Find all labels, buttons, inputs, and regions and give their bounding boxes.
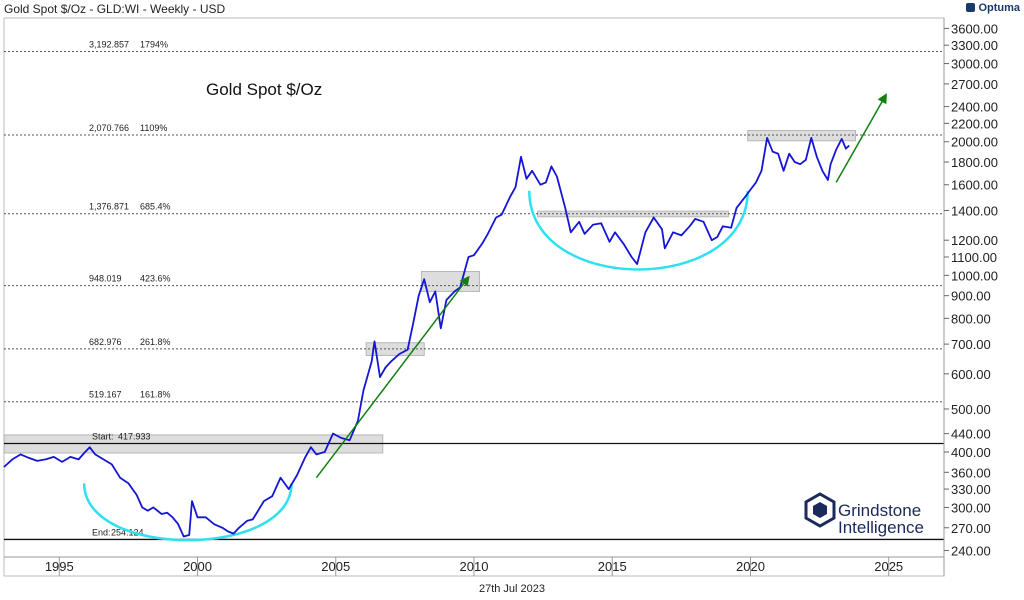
plot-area	[3, 17, 945, 577]
start-level-label: Start:	[92, 432, 114, 442]
fib-level-pct: 261.8%	[140, 337, 171, 347]
y-tick-label: 3000.00	[951, 57, 998, 72]
y-tick-label: 2700.00	[951, 77, 998, 92]
y-tick-label: 700.00	[951, 337, 991, 352]
chart-header-title: Gold Spot $/Oz - GLD:WI - Weekly - USD	[4, 2, 226, 16]
logo-line2: Intelligence	[838, 518, 924, 537]
fib-level-pct: 1794%	[140, 40, 168, 50]
start-level-value: 417.933	[118, 432, 151, 442]
base-arc	[528, 190, 749, 271]
brand-logo: Optuma	[966, 2, 1020, 14]
brand-label: Optuma	[978, 2, 1020, 14]
x-tick-label: 2020	[736, 559, 765, 574]
fib-level-pct: 161.8%	[140, 390, 171, 400]
x-axis: 1995 2000 2005 2010 2015 2020 2025	[4, 556, 944, 576]
end-level-label: End:	[92, 527, 111, 537]
y-tick-label: 2200.00	[951, 116, 998, 131]
y-tick-label: 440.00	[951, 427, 991, 442]
trend-arrow	[315, 275, 470, 479]
y-tick-label: 3300.00	[951, 38, 998, 53]
fib-level-pct: 1109%	[140, 123, 167, 133]
chart-title: Gold Spot $/Oz	[206, 80, 322, 99]
fib-level-pct: 423.6%	[140, 274, 171, 284]
y-tick-label: 2400.00	[951, 100, 998, 115]
consolidation-box	[420, 271, 481, 292]
x-tick-label: 2015	[598, 559, 627, 574]
y-tick-label: 1200.00	[951, 233, 998, 248]
y-tick-label: 900.00	[951, 289, 991, 304]
end-level-value: 254.124	[111, 527, 144, 537]
price-series-layer	[3, 136, 850, 538]
y-tick-label: 1600.00	[951, 178, 998, 193]
price-series-line	[3, 136, 850, 538]
base-arc	[82, 483, 293, 542]
grindstone-logo: Grindstone Intelligence	[804, 492, 924, 537]
x-tick-label: 2000	[183, 559, 212, 574]
brand-icon	[966, 3, 976, 12]
y-tick-label: 3600.00	[951, 21, 998, 36]
y-tick-label: 270.00	[951, 521, 991, 536]
y-tick-label: 500.00	[951, 402, 991, 417]
fib-level-value: 2,070.766	[89, 123, 129, 133]
x-tick-label: 2025	[874, 559, 903, 574]
fib-level-value: 519.167	[89, 390, 122, 400]
fib-levels: 3,192.857 1794% 2,070.766 1109% 1,376.871 685…	[4, 40, 944, 541]
footer-date: 27th Jul 2023	[478, 583, 546, 595]
y-tick-label: 300.00	[951, 500, 991, 515]
y-tick-label: 1100.00	[951, 250, 997, 265]
y-tick-label: 1400.00	[951, 203, 998, 218]
fib-level-pct: 685.4%	[140, 202, 171, 212]
y-tick-label: 2000.00	[951, 135, 998, 150]
y-tick-label: 600.00	[951, 367, 991, 382]
x-tick-label: 2010	[460, 559, 489, 574]
x-tick-label: 2005	[321, 559, 350, 574]
fib-level-value: 1,376.871	[89, 202, 129, 212]
fib-level-value: 682.976	[89, 337, 122, 347]
fib-level-value: 948.019	[89, 274, 122, 284]
trend-arrows	[315, 93, 887, 479]
trend-arrow	[835, 93, 887, 183]
logo-line1: Grindstone	[838, 501, 921, 520]
y-tick-label: 360.00	[951, 465, 991, 480]
y-tick-label: 800.00	[951, 311, 991, 326]
y-tick-label: 1800.00	[951, 155, 998, 170]
y-tick-label: 400.00	[951, 445, 991, 460]
grindstone-logo-icon	[804, 492, 836, 528]
y-tick-label: 240.00	[951, 543, 991, 558]
base-arcs	[82, 190, 749, 542]
y-tick-label: 330.00	[951, 482, 991, 497]
y-axis: 3600.00 3300.00 3000.00 2700.00 2400.002200.…	[943, 18, 998, 576]
fib-level-value: 3,192.857	[89, 40, 129, 50]
y-tick-label: 1000.00	[951, 268, 998, 283]
x-tick-label: 1995	[45, 559, 74, 574]
consolidation-box	[747, 130, 857, 142]
